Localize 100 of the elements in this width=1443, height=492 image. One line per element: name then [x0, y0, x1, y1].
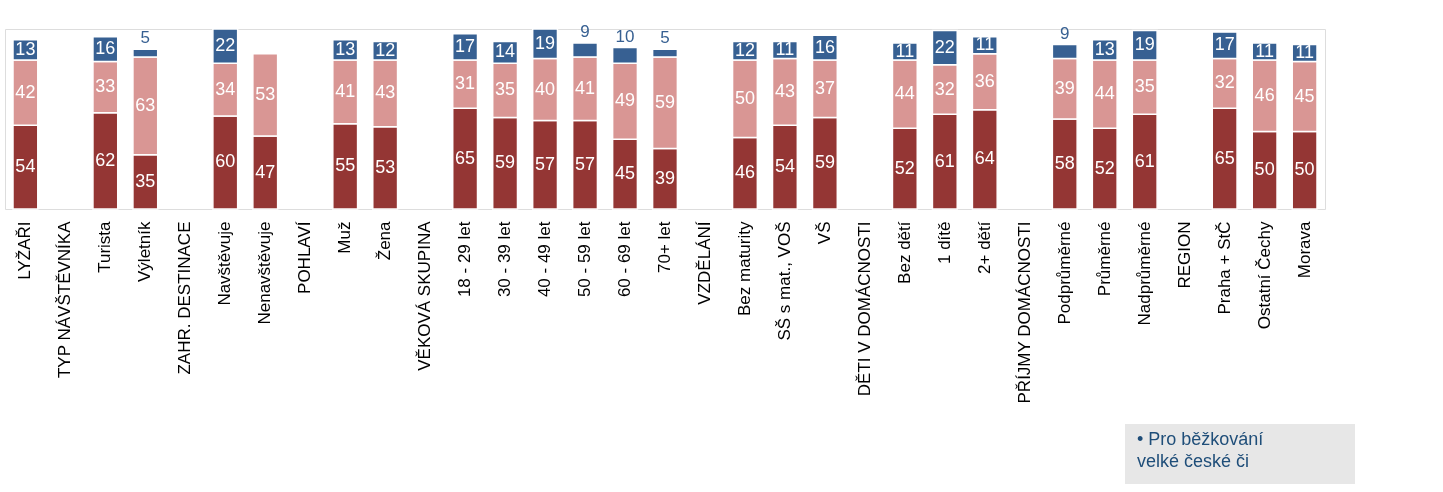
x-tick-label: 60 - 69 let: [615, 221, 635, 298]
x-tick-label: Bez dětí: [894, 221, 914, 284]
x-tick-label: Navštěvuje: [215, 221, 235, 306]
data-label: 19: [535, 32, 556, 53]
x-tick-label: PŘÍJMY DOMÁCNOSTI: [1014, 221, 1034, 404]
x-tick-label: Nadprůměrné: [1134, 221, 1154, 326]
x-tick-label: Výletník: [135, 221, 155, 282]
data-label: 57: [575, 153, 596, 174]
data-label: 12: [375, 39, 396, 60]
x-tick-label: 50 - 59 let: [575, 221, 595, 298]
x-tick-label: POHLAVÍ: [295, 221, 315, 294]
x-tick-label: Podprůměrné: [1054, 221, 1074, 325]
data-label: 31: [455, 73, 476, 94]
data-label: 61: [1134, 150, 1155, 171]
data-label: 14: [495, 41, 516, 62]
data-label: 11: [975, 34, 995, 55]
data-label: 50: [1254, 159, 1275, 180]
data-label: 5: [660, 28, 670, 48]
data-label: 11: [1255, 40, 1274, 61]
data-label: 35: [135, 170, 156, 191]
data-label: 17: [455, 35, 476, 56]
data-label: 22: [934, 36, 955, 57]
data-label: 58: [1054, 153, 1075, 173]
x-tick-label: Turista: [95, 220, 115, 273]
data-label: 9: [1060, 23, 1070, 43]
data-label: 35: [1134, 76, 1155, 97]
data-label: 39: [654, 167, 676, 188]
x-tick-label: 18 - 29 let: [455, 221, 475, 298]
data-label: 46: [1254, 84, 1275, 105]
data-label: 10: [615, 26, 635, 46]
x-tick-label: VĚKOVÁ SKUPINA: [415, 220, 435, 371]
x-tick-label: Muž: [335, 221, 355, 254]
data-label: 53: [375, 156, 396, 177]
x-tick-label: VZDĚLÁNÍ: [694, 221, 714, 305]
x-tick-label: Nenavštěvuje: [255, 221, 275, 325]
data-label: 11: [775, 38, 795, 59]
data-label: 55: [335, 155, 356, 176]
data-label: 42: [15, 81, 36, 102]
data-label: 40: [535, 78, 556, 99]
data-label: 63: [135, 94, 156, 115]
data-label: 53: [255, 83, 276, 104]
x-tick-label: Bez maturity: [734, 221, 754, 316]
data-label: 64: [974, 148, 995, 169]
data-label: 32: [1214, 72, 1235, 93]
data-label: 54: [774, 156, 795, 177]
data-label: 50: [1294, 159, 1315, 180]
data-label: 37: [814, 77, 835, 98]
data-label: 45: [1294, 85, 1315, 106]
x-tick-label: 70+ let: [655, 221, 674, 274]
x-tick-label: VŠ: [814, 221, 834, 245]
data-label: 16: [814, 36, 835, 57]
data-label: 65: [455, 147, 476, 168]
data-label: 62: [95, 149, 116, 170]
x-tick-label: Ostatní Čechy: [1254, 221, 1274, 330]
data-label: 13: [15, 38, 36, 59]
x-tick-label: Praha + StČ: [1214, 221, 1234, 315]
data-label: 52: [894, 157, 915, 178]
data-label: 16: [95, 38, 116, 59]
x-tick-label: 40 - 49 let: [535, 221, 555, 298]
data-label: 59: [654, 91, 676, 112]
data-label: 12: [734, 39, 755, 60]
data-label: 32: [934, 78, 955, 99]
x-tick-label: 30 - 39 let: [495, 221, 515, 298]
x-tick-label: Morava: [1294, 220, 1314, 279]
data-label: 59: [814, 152, 835, 173]
data-label: 59: [495, 152, 516, 173]
data-label: 44: [894, 83, 915, 104]
x-tick-label: Žena: [375, 220, 395, 261]
data-label: 19: [1134, 34, 1155, 55]
data-label: 9: [580, 21, 590, 41]
data-label: 46: [734, 162, 755, 183]
x-tick-label: 2+ dětí: [974, 221, 994, 274]
data-label: 50: [734, 87, 755, 108]
data-label: 11: [1295, 42, 1314, 63]
data-label: 57: [535, 153, 556, 174]
data-label: 17: [1214, 34, 1235, 55]
data-label: 34: [215, 78, 236, 99]
data-label: 45: [615, 163, 636, 184]
x-tick-label: LYŽAŘI: [15, 221, 35, 280]
data-label: 61: [934, 150, 955, 171]
data-label: 41: [575, 77, 596, 98]
x-tick-label: 1 dítě: [934, 221, 954, 265]
data-label: 11: [895, 40, 915, 61]
data-label: 39: [1054, 77, 1075, 98]
data-label: 13: [1094, 38, 1115, 59]
x-tick-label: SŠ s mat., VOŠ: [774, 221, 794, 341]
x-tick-label: REGION: [1174, 221, 1194, 289]
data-label: 49: [615, 90, 636, 111]
data-label: 60: [215, 151, 236, 172]
data-label: 41: [335, 80, 356, 101]
data-label: 33: [95, 76, 116, 97]
data-label: 35: [495, 79, 516, 100]
x-tick-label: Průměrné: [1094, 221, 1114, 297]
data-label: 5: [140, 28, 151, 48]
data-label: 44: [1094, 83, 1115, 104]
data-label: 52: [1094, 157, 1115, 178]
x-tick-label: ZAHR. DESTINACE: [175, 221, 195, 375]
x-tick-label: TYP NÁVŠTĚVNÍKA: [55, 220, 75, 379]
data-label: 47: [255, 161, 276, 182]
data-label: 43: [774, 80, 795, 101]
